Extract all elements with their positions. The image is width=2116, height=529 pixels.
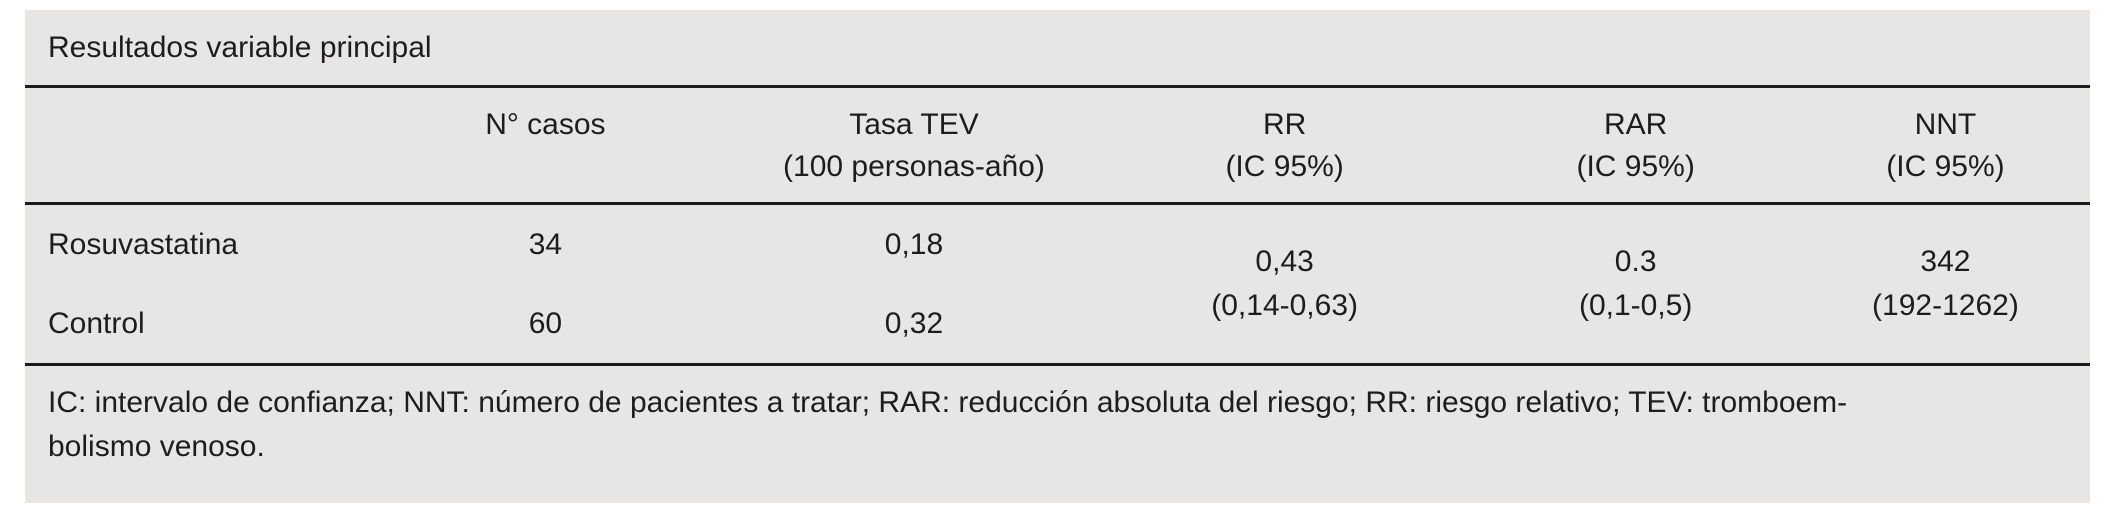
table-footnote: IC: intervalo de confianza; NNT: número … (25, 366, 2090, 469)
nnt-ci: (192-1262) (1872, 289, 2019, 322)
header-row: N° casos Tasa TEV (100 personas-año) RR … (25, 88, 2090, 205)
header-cell-n-casos: N° casos (361, 88, 730, 205)
cell-tasa-tev: 0,18 (884, 227, 944, 261)
results-table-panel: Resultados variable principal N° casos (25, 10, 2090, 503)
header-label: N° casos (485, 108, 606, 141)
nnt-value-group: 342 (192-1262) (1807, 240, 2084, 328)
cell-rar: 0.3 (0,1-0,5) (1470, 204, 1800, 365)
header-sublabel: (IC 95%) (1886, 150, 2005, 183)
header-label: RAR (1603, 108, 1668, 141)
table-row-rosuvastatina: Rosuvastatina 34 0,18 0,43 (0,14-0,63) 0… (25, 204, 2090, 323)
table-title: Resultados variable principal (48, 30, 432, 64)
header-text-group: NNT (IC 95%) (1807, 104, 2084, 188)
rr-value: 0,43 (1255, 245, 1314, 278)
cell-n-casos: 34 (528, 227, 563, 261)
table-row-control: Control 60 0,32 (25, 284, 2090, 365)
header-sublabel: (IC 95%) (1225, 150, 1344, 183)
row-label: Control (48, 306, 145, 340)
nnt-value: 342 (1920, 245, 1971, 278)
header-cell-rr: RR (IC 95%) (1098, 88, 1471, 205)
header-text-group: RR (IC 95%) (1105, 104, 1465, 188)
header-sublabel: (IC 95%) (1576, 150, 1695, 183)
footnote-line-1: IC: intervalo de confianza; NNT: número … (48, 386, 1848, 419)
header-cell-blank (25, 88, 362, 205)
cell-n-casos: 60 (528, 306, 563, 340)
header-sublabel: (100 personas-año) (783, 150, 1045, 183)
footnote-line-2: bolismo venoso. (48, 430, 265, 463)
table-header: N° casos Tasa TEV (100 personas-año) RR … (25, 88, 2090, 205)
header-cell-nnt: NNT (IC 95%) (1800, 88, 2090, 205)
header-label: NNT (1914, 108, 1977, 141)
results-table: N° casos Tasa TEV (100 personas-año) RR … (25, 88, 2090, 366)
header-text-group: RAR (IC 95%) (1476, 104, 1794, 188)
cell-rr: 0,43 (0,14-0,63) (1099, 204, 1471, 365)
cell-tasa-tev: 0,32 (884, 306, 944, 340)
header-cell-rar: RAR (IC 95%) (1470, 88, 1801, 205)
table-title-bar: Resultados variable principal (25, 10, 2090, 88)
header-label: Tasa TEV (849, 108, 979, 141)
header-cell-tasa-tev: Tasa TEV (100 personas-año) (729, 88, 1099, 205)
rr-ci: (0,14-0,63) (1211, 289, 1358, 322)
rar-ci: (0,1-0,5) (1578, 289, 1693, 322)
header-text-group: N° casos (368, 104, 724, 146)
table-body: Rosuvastatina 34 0,18 0,43 (0,14-0,63) 0… (25, 204, 2090, 365)
rar-value: 0.3 (1614, 245, 1657, 278)
cell-nnt: 342 (192-1262) (1801, 204, 2090, 365)
rr-value-group: 0,43 (0,14-0,63) (1105, 240, 1465, 328)
rar-value-group: 0.3 (0,1-0,5) (1476, 240, 1794, 328)
header-text-group: Tasa TEV (100 personas-año) (735, 104, 1093, 188)
header-label: RR (1262, 108, 1307, 141)
row-label: Rosuvastatina (48, 227, 239, 261)
